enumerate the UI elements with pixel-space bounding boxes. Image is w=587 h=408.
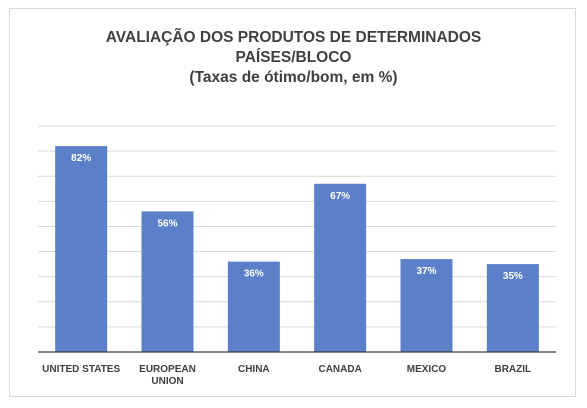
bar <box>314 183 367 352</box>
chart-title: AVALIAÇÃO DOS PRODUTOS DE DETERMINADOS P… <box>0 28 587 88</box>
category-label: CANADA <box>318 364 361 375</box>
data-label: 56% <box>157 218 177 229</box>
bar <box>141 211 194 352</box>
data-label: 36% <box>244 269 264 280</box>
bar <box>55 146 108 352</box>
data-labels: 82% 56% 36% 67% 37% 35% <box>71 153 523 282</box>
data-label: 37% <box>416 266 436 277</box>
chart-title-line-2: PAÍSES/BLOCO <box>235 49 352 66</box>
bar <box>227 261 280 352</box>
bar <box>486 264 539 352</box>
category-label: BRAZIL <box>494 364 531 375</box>
bar <box>400 259 453 352</box>
data-label: 35% <box>503 271 523 282</box>
chart-title-line-1: AVALIAÇÃO DOS PRODUTOS DE DETERMINADOS <box>105 29 482 46</box>
category-label: UNION <box>151 376 183 387</box>
category-label: EUROPEAN <box>139 364 196 375</box>
bars <box>55 146 539 352</box>
gridlines <box>38 125 556 328</box>
category-label: MEXICO <box>407 364 447 375</box>
chart-title-line-3: (Taxas de ótimo/bom, em %) <box>189 69 398 86</box>
category-label: UNITED STATES <box>42 364 120 375</box>
data-label: 82% <box>71 153 91 164</box>
category-label: CHINA <box>238 364 270 375</box>
data-label: 67% <box>330 191 350 202</box>
